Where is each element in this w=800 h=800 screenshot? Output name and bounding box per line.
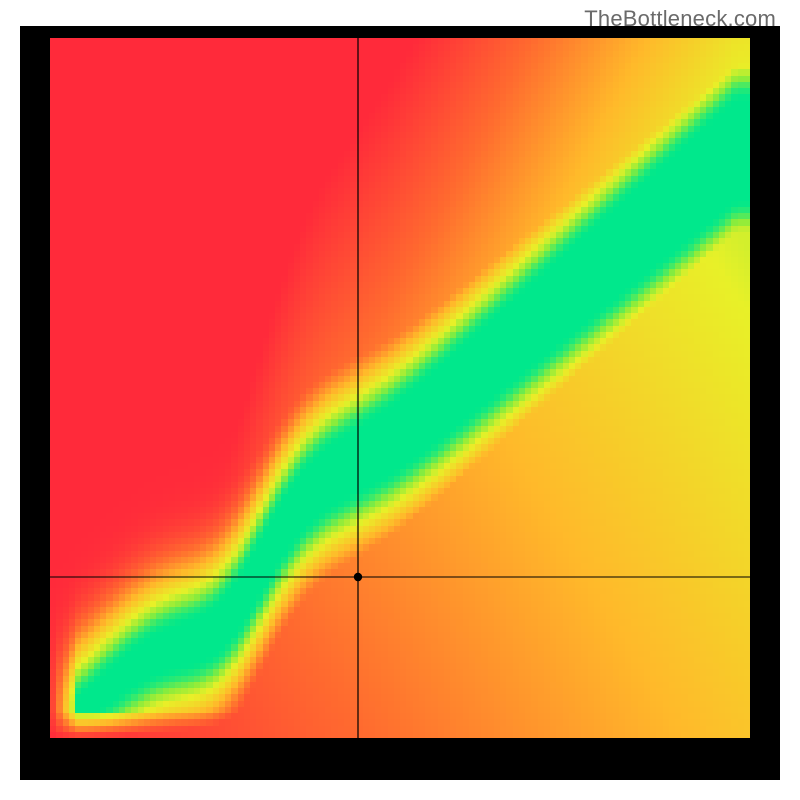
chart-container: TheBottleneck.com: [0, 0, 800, 800]
heatmap-canvas: [20, 26, 780, 780]
watermark-text: TheBottleneck.com: [584, 6, 776, 32]
heatmap-plot: [20, 26, 780, 780]
